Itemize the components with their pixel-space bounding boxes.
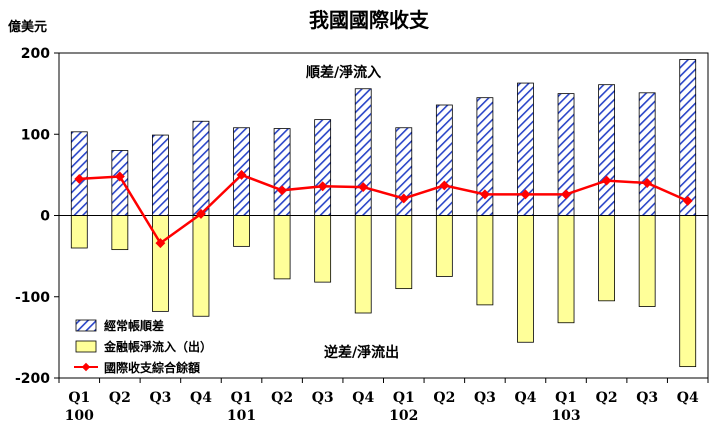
line-point-overall-balance	[74, 173, 85, 184]
x-tick-label: Q2	[433, 390, 455, 406]
x-tick-label: Q3	[636, 390, 658, 406]
y-tick-label: 0	[40, 209, 50, 225]
bar-current-account	[152, 134, 169, 216]
bar-financial-account	[557, 215, 575, 324]
y-tick-label: 100	[21, 127, 50, 143]
x-tick-label: Q4	[352, 390, 374, 406]
line-point-overall-balance	[358, 182, 369, 193]
line-point-overall-balance	[236, 169, 247, 180]
x-tick-label: Q3	[149, 390, 171, 406]
bar-financial-account	[233, 215, 250, 247]
line-point-overall-balance	[561, 189, 571, 200]
chart-title: 我國國際收支	[309, 8, 430, 32]
line-point-overall-balance	[398, 193, 409, 204]
legend-label-current-account: 經常帳順差	[104, 318, 164, 333]
line-point-overall-balance	[682, 195, 693, 206]
x-tick-label: Q1	[393, 390, 415, 406]
bar-series	[59, 59, 708, 368]
x-tick-label: Q3	[312, 390, 334, 406]
bar-current-account	[70, 131, 88, 216]
x-tick-label: Q2	[596, 390, 618, 406]
x-tick-label: Q2	[109, 390, 131, 406]
x-tick-label: Q3	[474, 390, 496, 406]
x-tick-label: Q4	[515, 390, 537, 406]
line-point-overall-balance	[155, 238, 166, 249]
y-axis-ticks: 200 100 0 -100 -200	[15, 46, 59, 387]
line-series	[74, 169, 693, 249]
bar-financial-account	[152, 215, 169, 312]
x-year-label: 103	[551, 408, 580, 424]
line-point-overall-balance	[317, 181, 328, 192]
bar-financial-account	[598, 215, 615, 302]
x-tick-label: Q1	[68, 390, 90, 406]
bar-current-account	[111, 150, 129, 216]
x-axis-ticks: Q1 Q2 Q3 Q4 Q1 Q2 Q3 Q4 Q1 Q2 Q3 Q4 Q1 Q2 Q3 Q4 100 101 10…	[58, 378, 709, 424]
legend-label-financial-account: 金融帳淨流入（出）	[103, 339, 212, 354]
bar-current-account	[638, 92, 656, 216]
bar-current-account	[273, 128, 291, 216]
legend-swatch-financial-account	[75, 340, 97, 353]
bar-financial-account	[395, 215, 413, 290]
bar-financial-account	[70, 215, 88, 249]
bar-current-account	[314, 119, 332, 216]
bar-financial-account	[314, 215, 332, 283]
y-axis-unit-label: 億美元	[8, 19, 47, 35]
bar-financial-account	[638, 215, 656, 307]
annotation-deficit: 逆差/淨流出	[324, 344, 399, 361]
line-point-overall-balance	[601, 175, 612, 186]
x-year-label: 100	[65, 408, 94, 424]
x-year-label: 101	[227, 408, 256, 424]
legend-swatch-current-account	[75, 319, 97, 332]
bar-financial-account	[679, 215, 697, 368]
bar-financial-account	[476, 215, 494, 306]
y-tick-label: 200	[21, 46, 50, 62]
x-tick-label: Q1	[555, 390, 577, 406]
y-tick-label: -100	[15, 290, 50, 306]
line-point-overall-balance	[439, 180, 450, 191]
line-point-overall-balance	[642, 178, 653, 188]
bar-financial-account	[273, 215, 291, 280]
bar-financial-account	[192, 215, 210, 317]
line-point-overall-balance	[277, 185, 288, 196]
line-overall-balance	[79, 173, 689, 245]
line-point-overall-balance	[114, 171, 125, 182]
line-point-overall-balance	[479, 189, 490, 200]
x-year-label: 102	[389, 408, 418, 424]
bar-current-account	[354, 88, 372, 216]
bar-financial-account	[111, 215, 129, 251]
bar-financial-account	[435, 215, 453, 277]
bar-financial-account	[354, 215, 372, 314]
bar-financial-account	[517, 215, 534, 343]
bar-current-account	[598, 84, 615, 216]
annotation-surplus: 順差/淨流入	[306, 64, 381, 81]
line-point-overall-balance	[196, 208, 206, 219]
y-tick-label: -200	[15, 371, 50, 387]
line-point-overall-balance	[520, 189, 531, 200]
legend-label-overall-balance: 國際收支綜合餘額	[104, 360, 200, 375]
bar-current-account	[679, 59, 697, 216]
bar-current-account	[192, 120, 210, 216]
x-tick-label: Q2	[271, 390, 293, 406]
x-tick-label: Q4	[677, 390, 699, 406]
legend-marker-overall-balance	[81, 362, 91, 372]
x-tick-label: Q4	[190, 390, 212, 406]
bar-current-account	[435, 104, 453, 216]
legend: 經常帳順差 金融帳淨流入（出） 國際收支綜合餘額	[74, 318, 212, 375]
x-tick-label: Q1	[231, 390, 253, 406]
